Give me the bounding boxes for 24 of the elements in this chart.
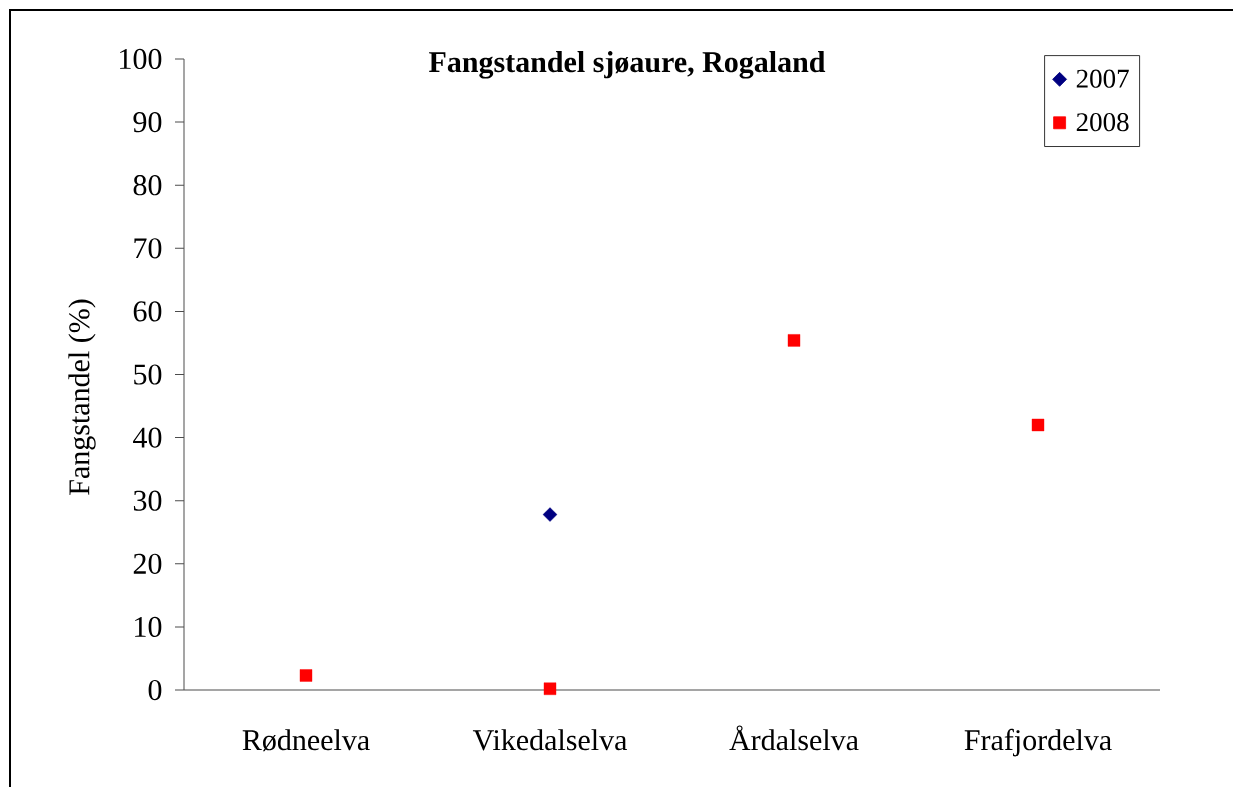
y-tick-label: 50: [134, 364, 162, 385]
point: [542, 507, 558, 522]
y-tick-label: 70: [134, 238, 162, 259]
y-tick-label: 60: [133, 301, 162, 322]
y-tick-label: 40: [133, 427, 162, 448]
legend-label: 2007: [1076, 69, 1129, 88]
x-tick-label: Frafjordelva: [964, 728, 1112, 757]
y-tick-label: 100: [120, 48, 162, 70]
y-tick-label: 0: [148, 679, 162, 701]
point: [787, 334, 801, 347]
point: [299, 669, 313, 682]
y-tick-label: 30: [133, 490, 162, 511]
x-tick-label: Årdalselva: [729, 725, 859, 751]
legend-label: 2008: [1076, 113, 1129, 132]
y-tick-label: 80: [133, 175, 162, 196]
point: [1031, 418, 1045, 432]
y-tick-label: 20: [133, 553, 162, 574]
x-tick-label: Vikedalselva: [472, 729, 628, 751]
y-axis-title: Fangstandel (%): [68, 299, 96, 495]
y-tick-label: 90: [133, 111, 162, 133]
y-tick-label: 10: [135, 616, 162, 638]
chart-title: Fangstandel sjøaure, Rogaland: [429, 51, 826, 79]
x-tick-label: Rødneelva: [242, 729, 370, 752]
point: [543, 682, 557, 695]
